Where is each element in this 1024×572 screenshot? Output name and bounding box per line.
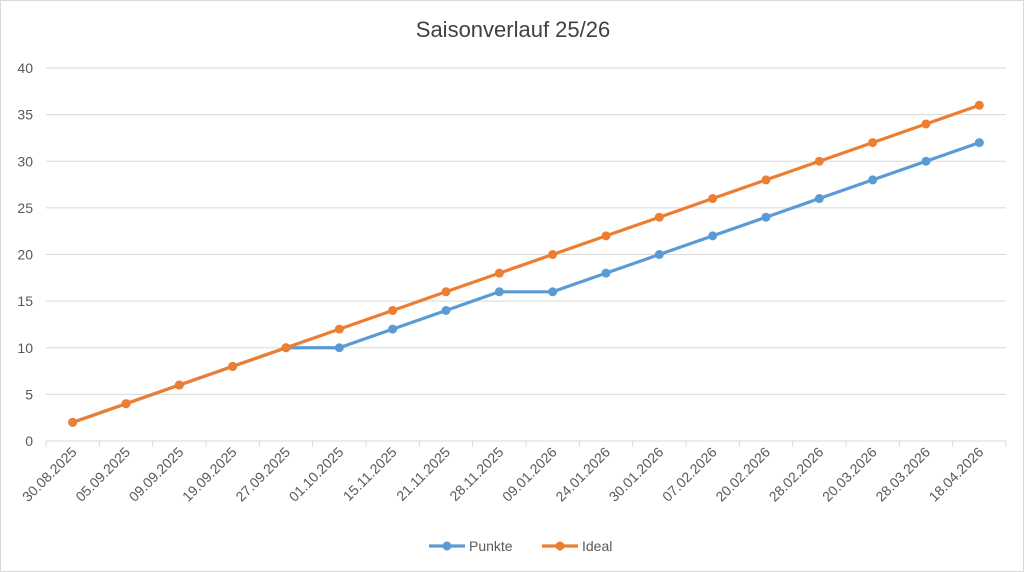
data-point — [974, 138, 984, 148]
data-point — [494, 268, 504, 278]
x-tick-label: 28.03.2026 — [872, 444, 933, 505]
data-point — [814, 156, 824, 166]
data-point — [601, 231, 611, 241]
y-tick-label: 40 — [17, 60, 33, 76]
x-tick-label: 20.02.2026 — [712, 444, 773, 505]
data-point — [548, 287, 558, 297]
series-line-ideal — [71, 103, 981, 424]
data-point — [174, 380, 184, 390]
data-point — [121, 399, 131, 409]
x-tick-label: 05.09.2025 — [72, 444, 133, 505]
data-point — [921, 119, 931, 129]
x-tick-label: 28.11.2025 — [446, 444, 506, 504]
y-tick-label: 25 — [17, 200, 33, 216]
data-point — [708, 194, 718, 204]
data-point — [708, 231, 718, 241]
y-tick-label: 0 — [25, 433, 33, 449]
data-point — [654, 212, 664, 222]
legend-marker — [442, 541, 452, 551]
data-point — [974, 100, 984, 110]
y-tick-label: 20 — [17, 247, 33, 263]
y-tick-label: 5 — [25, 386, 33, 402]
legend-label: Ideal — [582, 538, 612, 554]
x-tick-label: 18.04.2026 — [926, 444, 987, 505]
x-tick-label: 09.09.2025 — [126, 444, 187, 505]
data-point — [761, 175, 771, 185]
data-point — [441, 305, 451, 315]
data-point — [814, 194, 824, 204]
legend-marker — [555, 541, 565, 551]
data-point — [388, 305, 398, 315]
data-point — [228, 361, 238, 371]
x-tick-label: 15.11.2025 — [340, 444, 400, 504]
data-point — [68, 417, 78, 427]
data-point — [761, 212, 771, 222]
data-point — [494, 287, 504, 297]
data-point — [548, 250, 558, 259]
chart-title: Saisonverlauf 25/26 — [415, 17, 611, 42]
data-point — [388, 324, 398, 334]
x-tick-label: 24.01.2026 — [552, 444, 613, 505]
data-point — [921, 156, 931, 166]
x-tick-label: 30.08.2025 — [19, 444, 80, 505]
data-point — [334, 324, 344, 334]
x-tick-label: 28.02.2026 — [766, 444, 827, 505]
data-point — [868, 175, 878, 185]
x-tick-label: 07.02.2026 — [659, 444, 720, 505]
data-point — [441, 287, 451, 297]
x-tick-label: 27.09.2025 — [232, 444, 293, 505]
x-tick-label: 30.01.2026 — [606, 444, 667, 505]
data-point — [868, 138, 878, 148]
series-line-punkte — [71, 141, 981, 424]
data-point — [334, 343, 344, 353]
y-tick-label: 15 — [17, 293, 33, 309]
y-tick-label: 10 — [17, 340, 33, 356]
data-point — [281, 343, 291, 353]
x-tick-label: 09.01.2026 — [499, 444, 560, 505]
y-tick-label: 30 — [17, 153, 33, 169]
data-point — [654, 250, 664, 259]
x-tick-label: 21.11.2025 — [393, 444, 453, 504]
legend-label: Punkte — [469, 538, 513, 554]
x-tick-label: 20.03.2026 — [819, 444, 880, 505]
x-tick-label: 19.09.2025 — [179, 444, 240, 505]
data-point — [601, 268, 611, 278]
x-tick-label: 01.10.2025 — [286, 444, 347, 505]
y-tick-label: 35 — [17, 107, 33, 123]
